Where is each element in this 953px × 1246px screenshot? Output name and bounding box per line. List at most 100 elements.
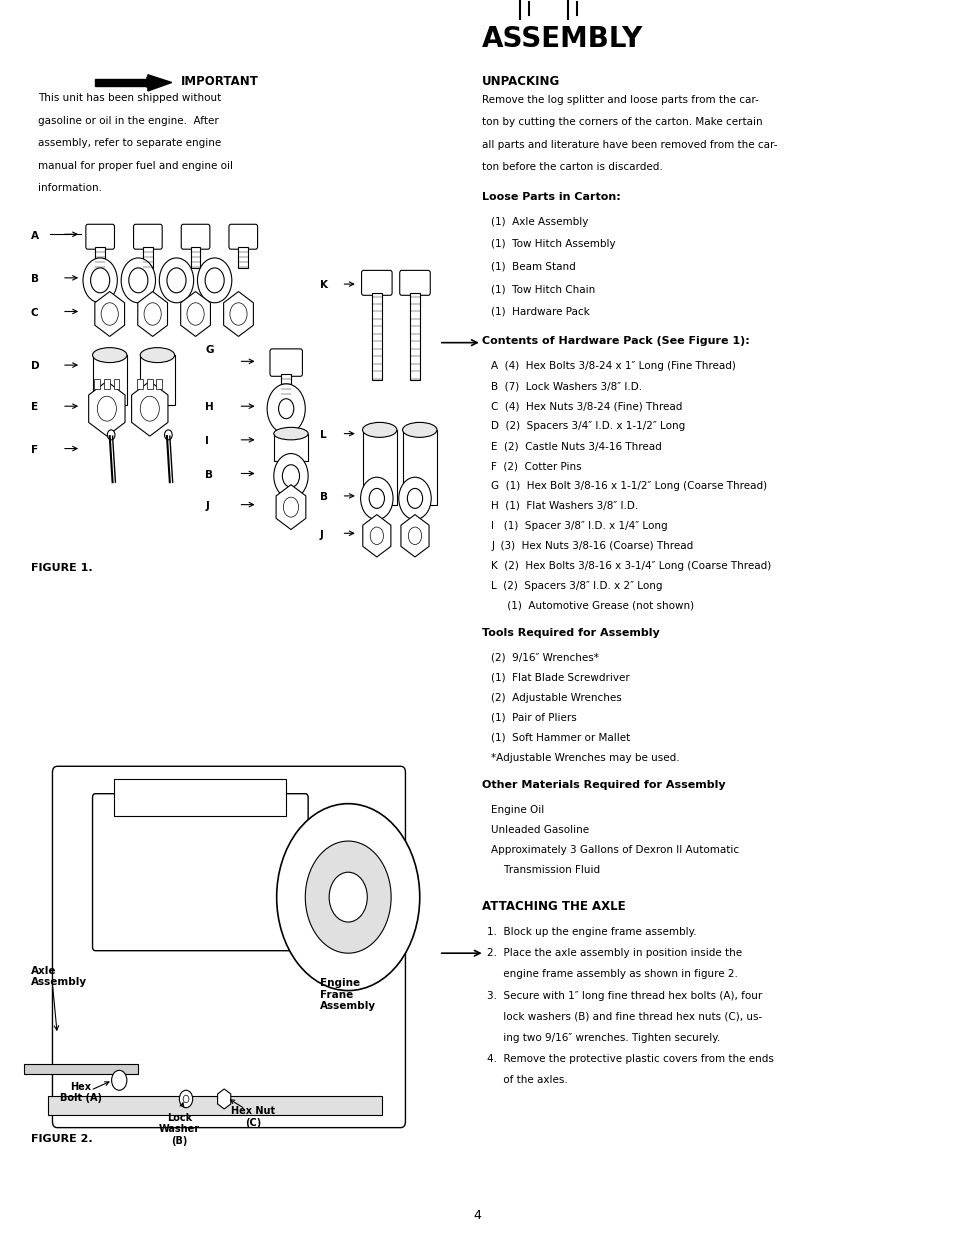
Text: Engine
Fra​ne
Assembly: Engine Fra​ne Assembly (319, 978, 375, 1012)
Bar (372, 293, 381, 380)
Text: *Adjustable Wrenches may be used.: *Adjustable Wrenches may be used. (491, 753, 679, 763)
Text: B: B (205, 470, 213, 480)
Text: (1)  Pair of Pliers: (1) Pair of Pliers (491, 713, 577, 723)
Text: 1.  Block up the engine frame assembly.: 1. Block up the engine frame assembly. (486, 927, 696, 937)
Circle shape (164, 430, 172, 440)
Circle shape (129, 268, 148, 293)
Text: This unit has been shipped without: This unit has been shipped without (38, 93, 221, 103)
Text: B  (7)  Lock Washers 3/8″ I.D.: B (7) Lock Washers 3/8″ I.D. (491, 381, 641, 391)
FancyBboxPatch shape (270, 349, 302, 376)
Text: UNPACKING: UNPACKING (481, 75, 559, 87)
Text: 4: 4 (473, 1209, 480, 1221)
Text: C  (4)  Hex Nuts 3/8-24 (Fine) Thread: C (4) Hex Nuts 3/8-24 (Fine) Thread (491, 401, 682, 411)
Text: B: B (30, 274, 38, 284)
Text: (2)  Adjustable Wrenches: (2) Adjustable Wrenches (491, 693, 621, 703)
Circle shape (305, 841, 391, 953)
Circle shape (276, 804, 419, 991)
Text: ATTACHING THE AXLE: ATTACHING THE AXLE (481, 900, 625, 912)
Text: (1)  Soft Hammer or Mallet: (1) Soft Hammer or Mallet (491, 733, 630, 743)
Text: Hex
Bolt (A): Hex Bolt (A) (60, 1082, 102, 1103)
Bar (104, 379, 110, 389)
Circle shape (112, 1070, 127, 1090)
Text: L  (2)  Spacers 3/8″ I.D. x 2″ Long: L (2) Spacers 3/8″ I.D. x 2″ Long (491, 581, 662, 591)
Circle shape (329, 872, 367, 922)
Text: K  (2)  Hex Bolts 3/8-16 x 3-1/4″ Long (Coarse Thread): K (2) Hex Bolts 3/8-16 x 3-1/4″ Long (Co… (491, 561, 771, 571)
FancyBboxPatch shape (86, 224, 114, 249)
Bar (362, 430, 396, 505)
Bar (95, 247, 105, 268)
Text: B: B (319, 492, 327, 502)
FancyBboxPatch shape (181, 224, 210, 249)
Circle shape (179, 1090, 193, 1108)
Text: manual for proper fuel and engine oil: manual for proper fuel and engine oil (38, 161, 233, 171)
Text: ton before the carton is discarded.: ton before the carton is discarded. (481, 162, 661, 172)
Ellipse shape (362, 422, 396, 437)
Ellipse shape (140, 348, 174, 363)
Bar (410, 293, 419, 380)
Circle shape (398, 477, 431, 520)
Text: Unleaded Gasoline: Unleaded Gasoline (491, 825, 589, 835)
Bar (238, 247, 248, 268)
Text: J: J (319, 530, 323, 540)
Bar (113, 379, 119, 389)
Text: I: I (205, 436, 209, 446)
Text: Approximately 3 Gallons of Dexron II Automatic: Approximately 3 Gallons of Dexron II Aut… (491, 845, 739, 855)
Bar (191, 247, 200, 268)
Circle shape (167, 268, 186, 293)
Text: Axle
Assembly: Axle Assembly (30, 966, 87, 987)
Text: G: G (205, 345, 213, 355)
Bar (143, 247, 152, 268)
Circle shape (97, 396, 116, 421)
Text: (2)  9/16″ Wrenches*: (2) 9/16″ Wrenches* (491, 653, 598, 663)
Text: gasoline or oil in the engine.  After: gasoline or oil in the engine. After (38, 116, 218, 126)
Text: J: J (205, 501, 209, 511)
Circle shape (107, 430, 114, 440)
Circle shape (282, 465, 299, 487)
Circle shape (274, 454, 308, 498)
Text: J  (3)  Hex Nuts 3/8-16 (Coarse) Thread: J (3) Hex Nuts 3/8-16 (Coarse) Thread (491, 541, 693, 551)
Bar (24, 1064, 138, 1074)
Bar (140, 355, 174, 405)
Text: F: F (30, 445, 37, 455)
FancyBboxPatch shape (52, 766, 405, 1128)
Circle shape (205, 268, 224, 293)
Circle shape (230, 303, 247, 325)
Text: (1)  Flat Blade Screwdriver: (1) Flat Blade Screwdriver (491, 673, 629, 683)
Circle shape (144, 303, 161, 325)
Text: engine frame assembly as shown in figure 2.: engine frame assembly as shown in figure… (486, 969, 737, 979)
Text: L: L (319, 430, 326, 440)
Text: H  (1)  Flat Washers 3/8″ I.D.: H (1) Flat Washers 3/8″ I.D. (491, 501, 638, 511)
Ellipse shape (92, 348, 127, 363)
Text: of the axles.: of the axles. (486, 1075, 567, 1085)
Text: K: K (319, 280, 327, 290)
Circle shape (83, 258, 117, 303)
Circle shape (370, 527, 383, 545)
Text: (1)  Tow Hitch Chain: (1) Tow Hitch Chain (491, 284, 595, 294)
Circle shape (91, 268, 110, 293)
Circle shape (183, 1095, 189, 1103)
Bar (281, 374, 291, 395)
Text: Transmission Fluid: Transmission Fluid (491, 865, 599, 875)
Text: I   (1)  Spacer 3/8″ I.D. x 1/4″ Long: I (1) Spacer 3/8″ I.D. x 1/4″ Long (491, 521, 667, 531)
Circle shape (267, 384, 305, 434)
Text: Tools Required for Assembly: Tools Required for Assembly (481, 628, 659, 638)
Circle shape (360, 477, 393, 520)
Bar (137, 379, 143, 389)
Text: Engine Oil: Engine Oil (491, 805, 544, 815)
Text: (1)  Tow Hitch Assembly: (1) Tow Hitch Assembly (491, 239, 616, 249)
Text: 3.  Secure with 1″ long fine thread hex bolts (A), four: 3. Secure with 1″ long fine thread hex b… (486, 991, 761, 1001)
Circle shape (407, 488, 422, 508)
Text: ton by cutting the corners of the carton. Make certain: ton by cutting the corners of the carton… (481, 117, 761, 127)
Text: D: D (30, 361, 39, 371)
Text: Other Materials Required for Assembly: Other Materials Required for Assembly (481, 780, 724, 790)
Text: FIGURE 2.: FIGURE 2. (30, 1134, 92, 1144)
Circle shape (197, 258, 232, 303)
Text: A: A (30, 231, 38, 240)
Text: IMPORTANT: IMPORTANT (181, 75, 259, 87)
FancyBboxPatch shape (361, 270, 392, 295)
Circle shape (187, 303, 204, 325)
Text: A  (4)  Hex Bolts 3/8-24 x 1″ Long (Fine Thread): A (4) Hex Bolts 3/8-24 x 1″ Long (Fine T… (491, 361, 736, 371)
Text: Lock
Washer
(B): Lock Washer (B) (158, 1113, 200, 1146)
Text: (1)  Axle Assembly: (1) Axle Assembly (491, 217, 588, 227)
Text: E  (2)  Castle Nuts 3/4-16 Thread: E (2) Castle Nuts 3/4-16 Thread (491, 441, 661, 451)
